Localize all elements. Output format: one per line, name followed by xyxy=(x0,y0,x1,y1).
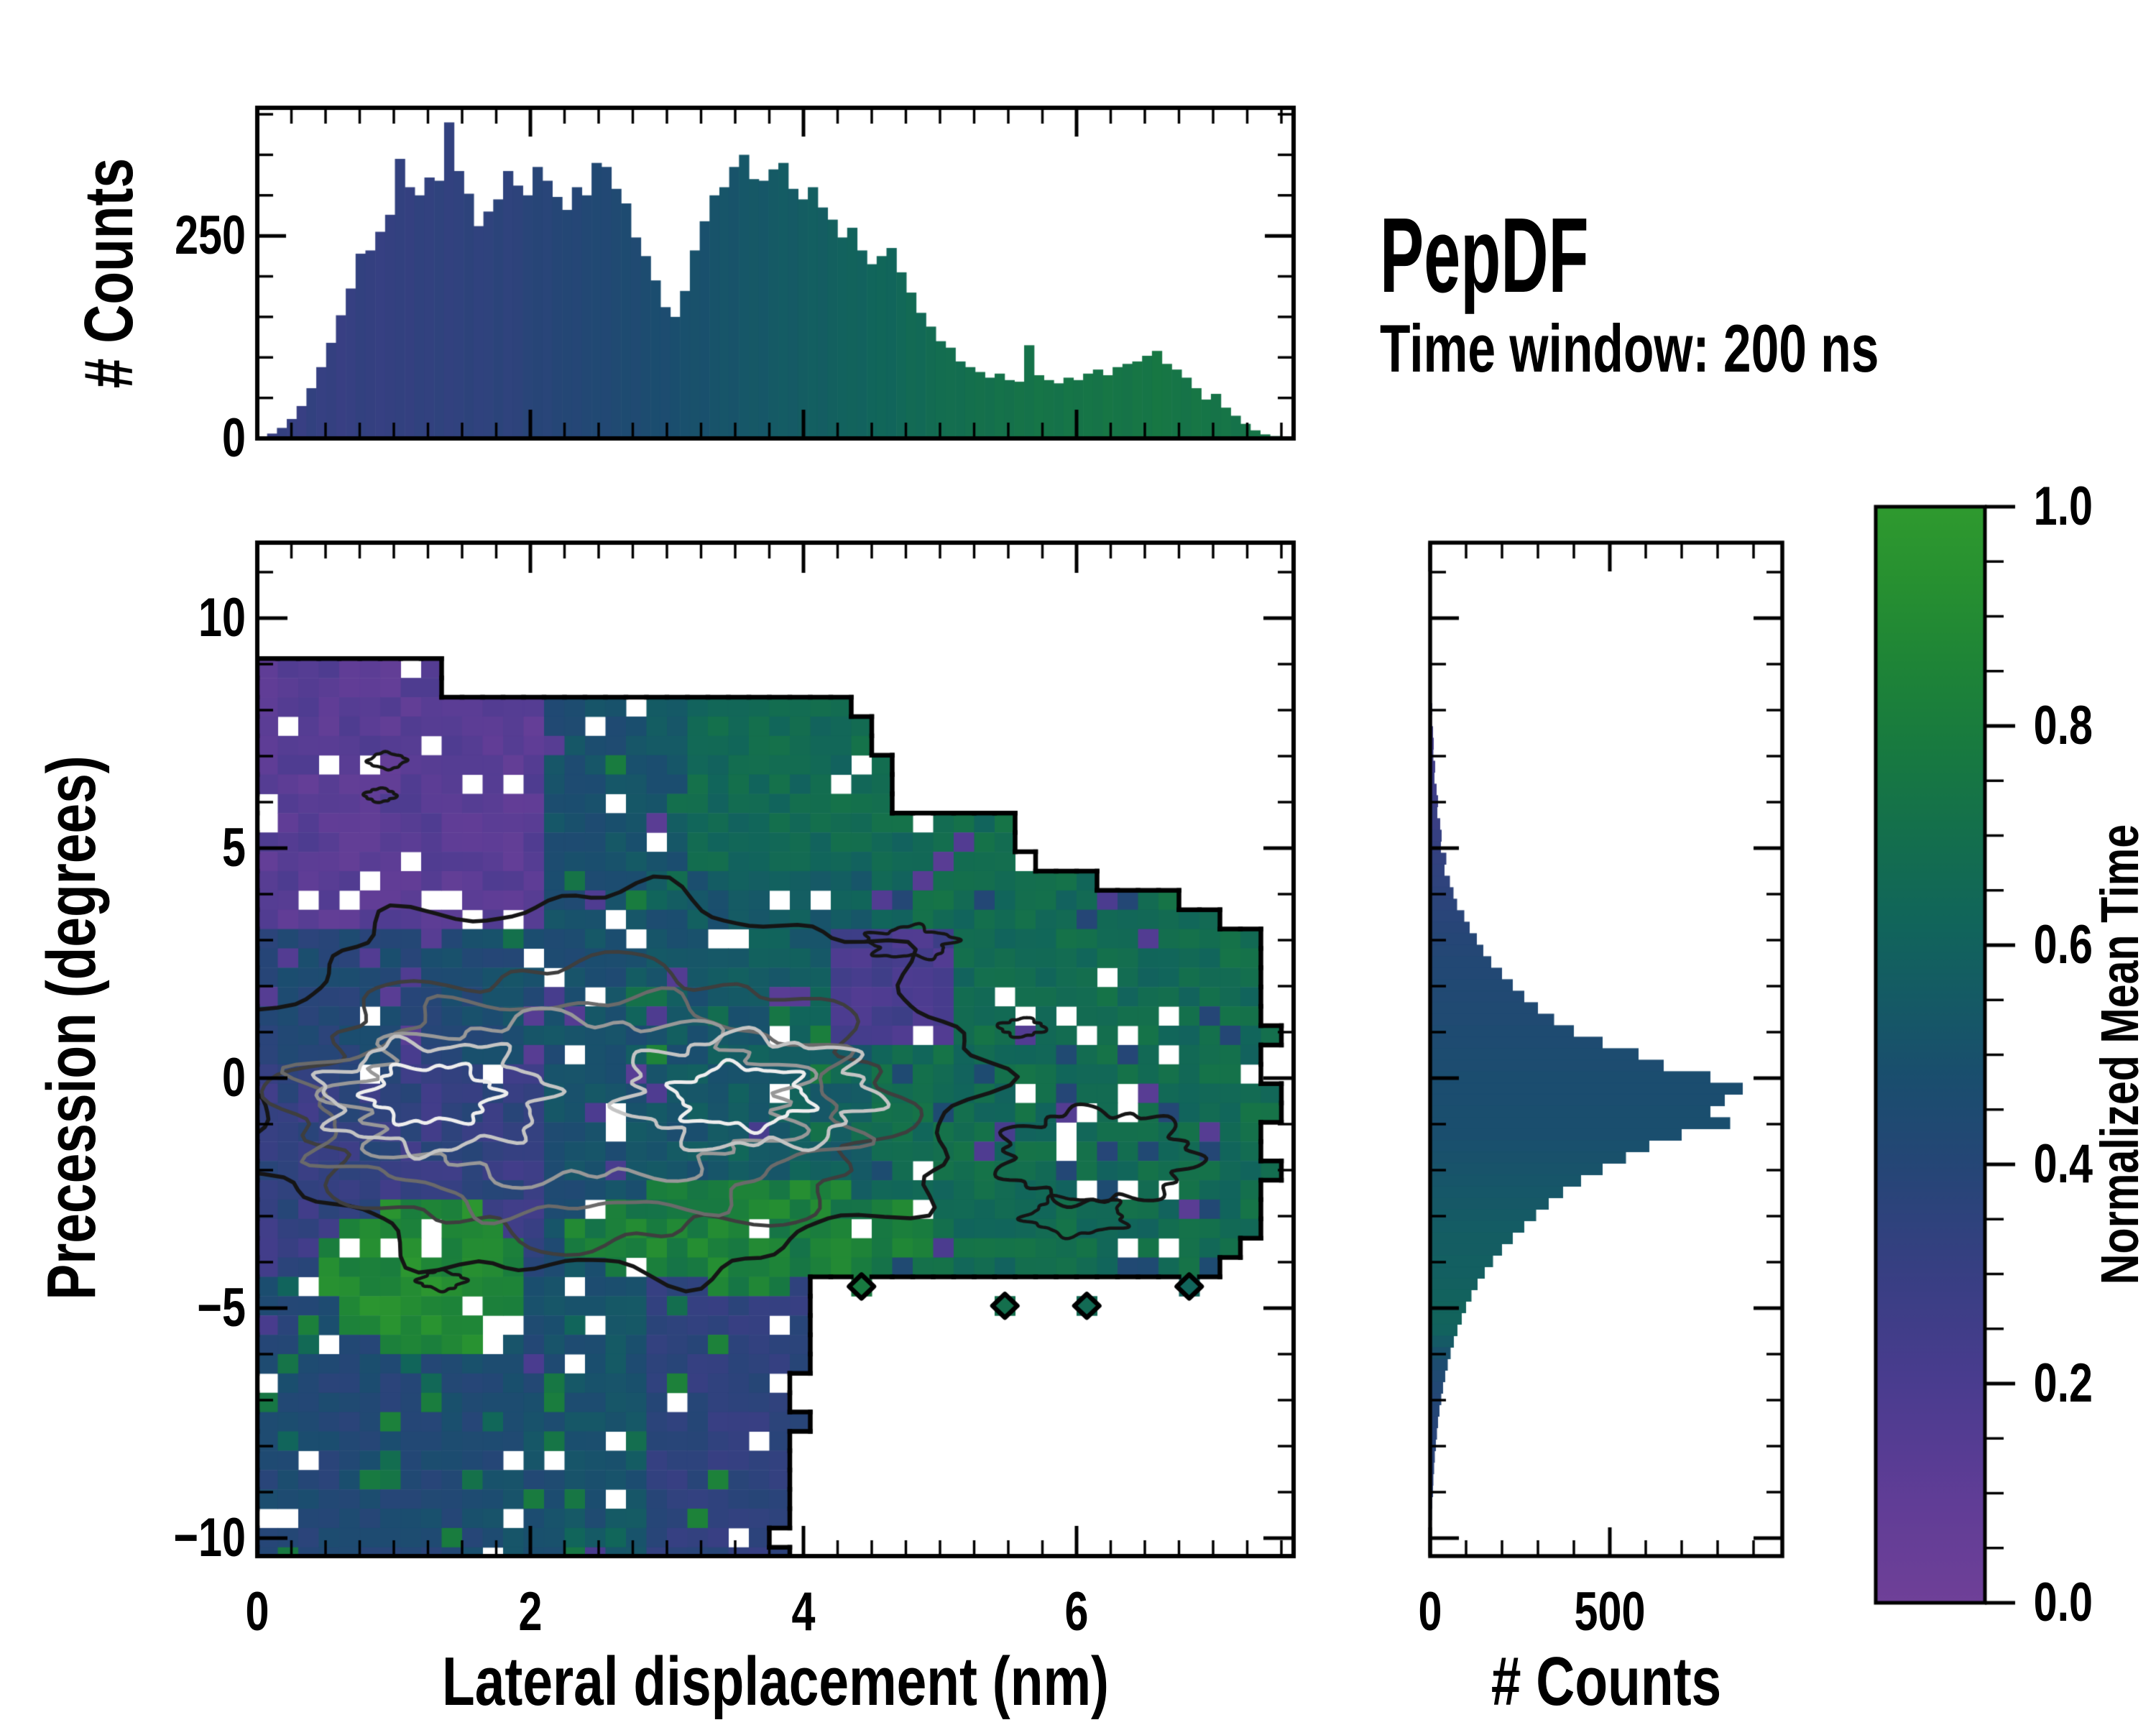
colorbar-tick: 0.0 xyxy=(2033,1572,2093,1633)
figure-title: PepDF xyxy=(1380,196,1589,315)
colorbar-label: Normalized Mean Time xyxy=(2090,824,2150,1285)
main-ytick: 5 xyxy=(222,817,246,878)
top-hist-ylabel: # Counts xyxy=(70,157,147,389)
main-ytick: −5 xyxy=(197,1277,246,1338)
main-ytick: 0 xyxy=(222,1047,246,1108)
colorbar-tick: 0.4 xyxy=(2033,1133,2093,1195)
main-xtick: 4 xyxy=(791,1581,816,1642)
main-xlabel: Lateral displacement (nm) xyxy=(442,1643,1109,1720)
main-xtick: 0 xyxy=(245,1581,270,1642)
main-xtick: 2 xyxy=(518,1581,543,1642)
colorbar-tick: 1.0 xyxy=(2033,476,2093,537)
right-hist-xlabel: # Counts xyxy=(1491,1643,1722,1720)
main-ytick: 10 xyxy=(198,587,246,648)
main-ylabel: Precession (degrees) xyxy=(33,755,110,1300)
right-hist-xtick: 500 xyxy=(1574,1581,1646,1642)
colorbar-tick: 0.2 xyxy=(2033,1353,2093,1414)
figure-subtitle: Time window: 200 ns xyxy=(1380,310,1879,386)
colorbar-tick: 0.6 xyxy=(2033,914,2093,975)
right-hist-xtick: 0 xyxy=(1418,1581,1442,1642)
top-hist-ytick: 250 xyxy=(175,205,246,267)
main-ytick: −10 xyxy=(173,1507,246,1568)
top-hist-ytick: 0 xyxy=(222,408,246,469)
main-xtick: 6 xyxy=(1064,1581,1089,1642)
colorbar-tick: 0.8 xyxy=(2033,695,2093,756)
